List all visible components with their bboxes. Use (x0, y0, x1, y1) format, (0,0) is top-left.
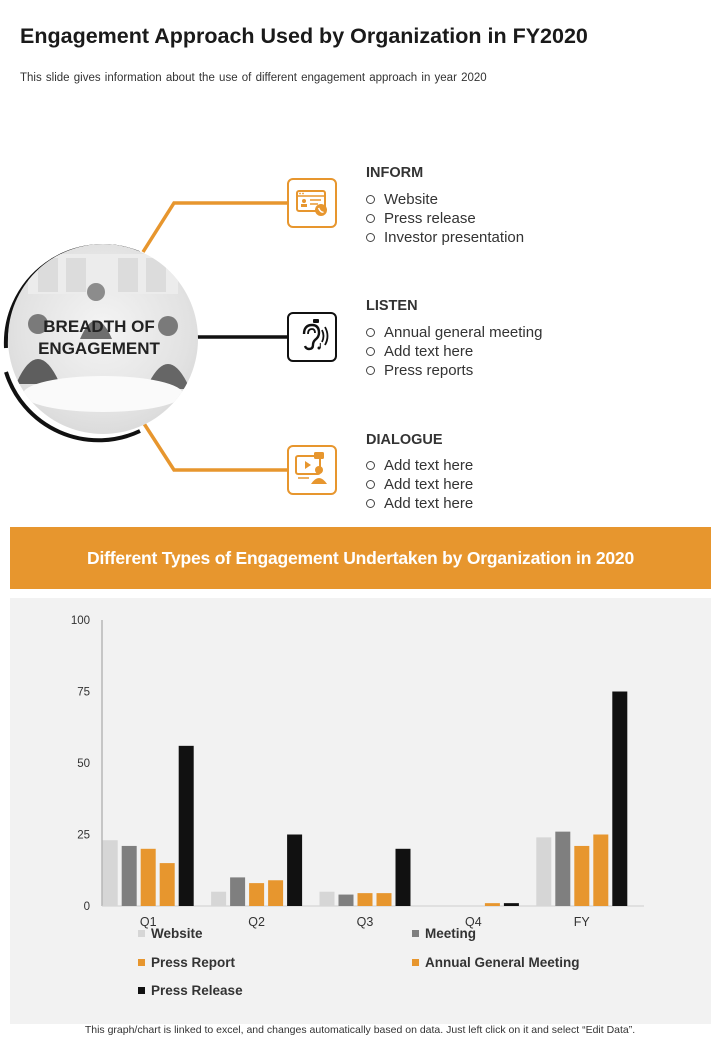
bar (376, 893, 392, 906)
x-tick-label: FY (574, 915, 591, 929)
list-item: Press reports (366, 361, 542, 380)
engagement-diagram: BREADTH OF ENGAGEMENT (0, 140, 720, 520)
bullet-circle-icon (366, 233, 375, 242)
bar (121, 845, 137, 906)
list-item: Add text here (366, 475, 473, 494)
bar (574, 845, 590, 906)
bullet-circle-icon (366, 214, 375, 223)
bullet-circle-icon (366, 499, 375, 508)
legend-swatch (412, 959, 419, 966)
center-label-line2: ENGAGEMENT (38, 339, 160, 358)
ear-sound-icon (287, 312, 337, 362)
bar (555, 831, 571, 906)
list-item: Website (366, 190, 524, 209)
bullet-circle-icon (366, 461, 375, 470)
bar (503, 903, 519, 906)
legend-label: Press Release (151, 983, 243, 998)
y-tick-label: 0 (84, 901, 90, 913)
bar (211, 891, 227, 906)
center-label: BREADTH OF ENGAGEMENT (14, 316, 184, 360)
circle-arc-bottom (4, 371, 141, 443)
bullet-circle-icon (366, 195, 375, 204)
bar (287, 834, 303, 906)
x-tick-label: Q4 (465, 915, 482, 929)
bullet-circle-icon (366, 480, 375, 489)
y-tick-label: 75 (77, 687, 90, 699)
bar (484, 903, 500, 906)
video-chat-icon (287, 445, 337, 495)
center-label-line1: BREADTH OF (43, 317, 155, 336)
legend-label: Meeting (425, 926, 476, 941)
bar (319, 891, 335, 906)
page-title: Engagement Approach Used by Organization… (20, 24, 588, 48)
list-item: Add text here (366, 342, 542, 361)
x-tick-label: Q2 (248, 915, 265, 929)
legend-swatch (138, 987, 145, 994)
bar (268, 880, 284, 906)
chart-panel: 0 25 50 75 100 Q1 Q2 Q3 Q4 FY Website Meeting Press … (10, 598, 711, 1024)
bar (140, 848, 156, 906)
legend-label: Website (151, 926, 203, 941)
presentation-phone-icon (287, 178, 337, 228)
bar (536, 837, 552, 906)
footer-note: This graph/chart is linked to excel, and… (84, 1024, 636, 1036)
list-item: Add text here (366, 494, 473, 513)
center-photo-circle (8, 244, 198, 434)
list-dialogue: Add text here Add text here Add text her… (366, 456, 473, 513)
y-tick-label: 25 (77, 830, 90, 842)
group-title-dialogue: DIALOGUE (366, 432, 443, 448)
group-title-inform: INFORM (366, 165, 424, 181)
bar (612, 691, 628, 906)
y-tick-label: 50 (77, 758, 90, 770)
list-item: Investor presentation (366, 228, 524, 247)
bar (338, 894, 354, 906)
bar-chart: 0 25 50 75 100 Q1 Q2 Q3 Q4 FY Website Meeting Press … (71, 615, 644, 998)
bar (178, 745, 194, 906)
bullet-circle-icon (366, 347, 375, 356)
legend-label: Annual General Meeting (425, 955, 580, 970)
list-inform: Website Press release Investor presentat… (366, 190, 524, 247)
y-tick-label: 100 (71, 615, 90, 627)
bar (102, 840, 118, 906)
bar (593, 834, 609, 906)
legend-label: Press Report (151, 955, 236, 970)
page-subtitle: This slide gives information about the u… (20, 72, 487, 84)
x-tick-label: Q3 (357, 915, 374, 929)
legend-swatch (138, 930, 145, 937)
bar (395, 848, 411, 906)
list-item: Annual general meeting (366, 323, 542, 342)
bullet-circle-icon (366, 366, 375, 375)
legend-swatch (138, 959, 145, 966)
list-listen: Annual general meeting Add text here Pre… (366, 323, 542, 380)
bar (159, 863, 175, 906)
list-item: Add text here (366, 456, 473, 475)
x-tick-label: Q1 (140, 915, 157, 929)
connector-inform (141, 201, 287, 253)
bar (230, 877, 246, 906)
connector-dialogue (141, 421, 287, 472)
bullet-circle-icon (366, 328, 375, 337)
bar (249, 883, 265, 906)
bar (357, 893, 373, 906)
list-item: Press release (366, 209, 524, 228)
chart-banner-title: Different Types of Engagement Undertaken… (10, 527, 711, 589)
meeting-photo (16, 254, 190, 412)
group-title-listen: LISTEN (366, 298, 418, 314)
legend-swatch (412, 930, 419, 937)
